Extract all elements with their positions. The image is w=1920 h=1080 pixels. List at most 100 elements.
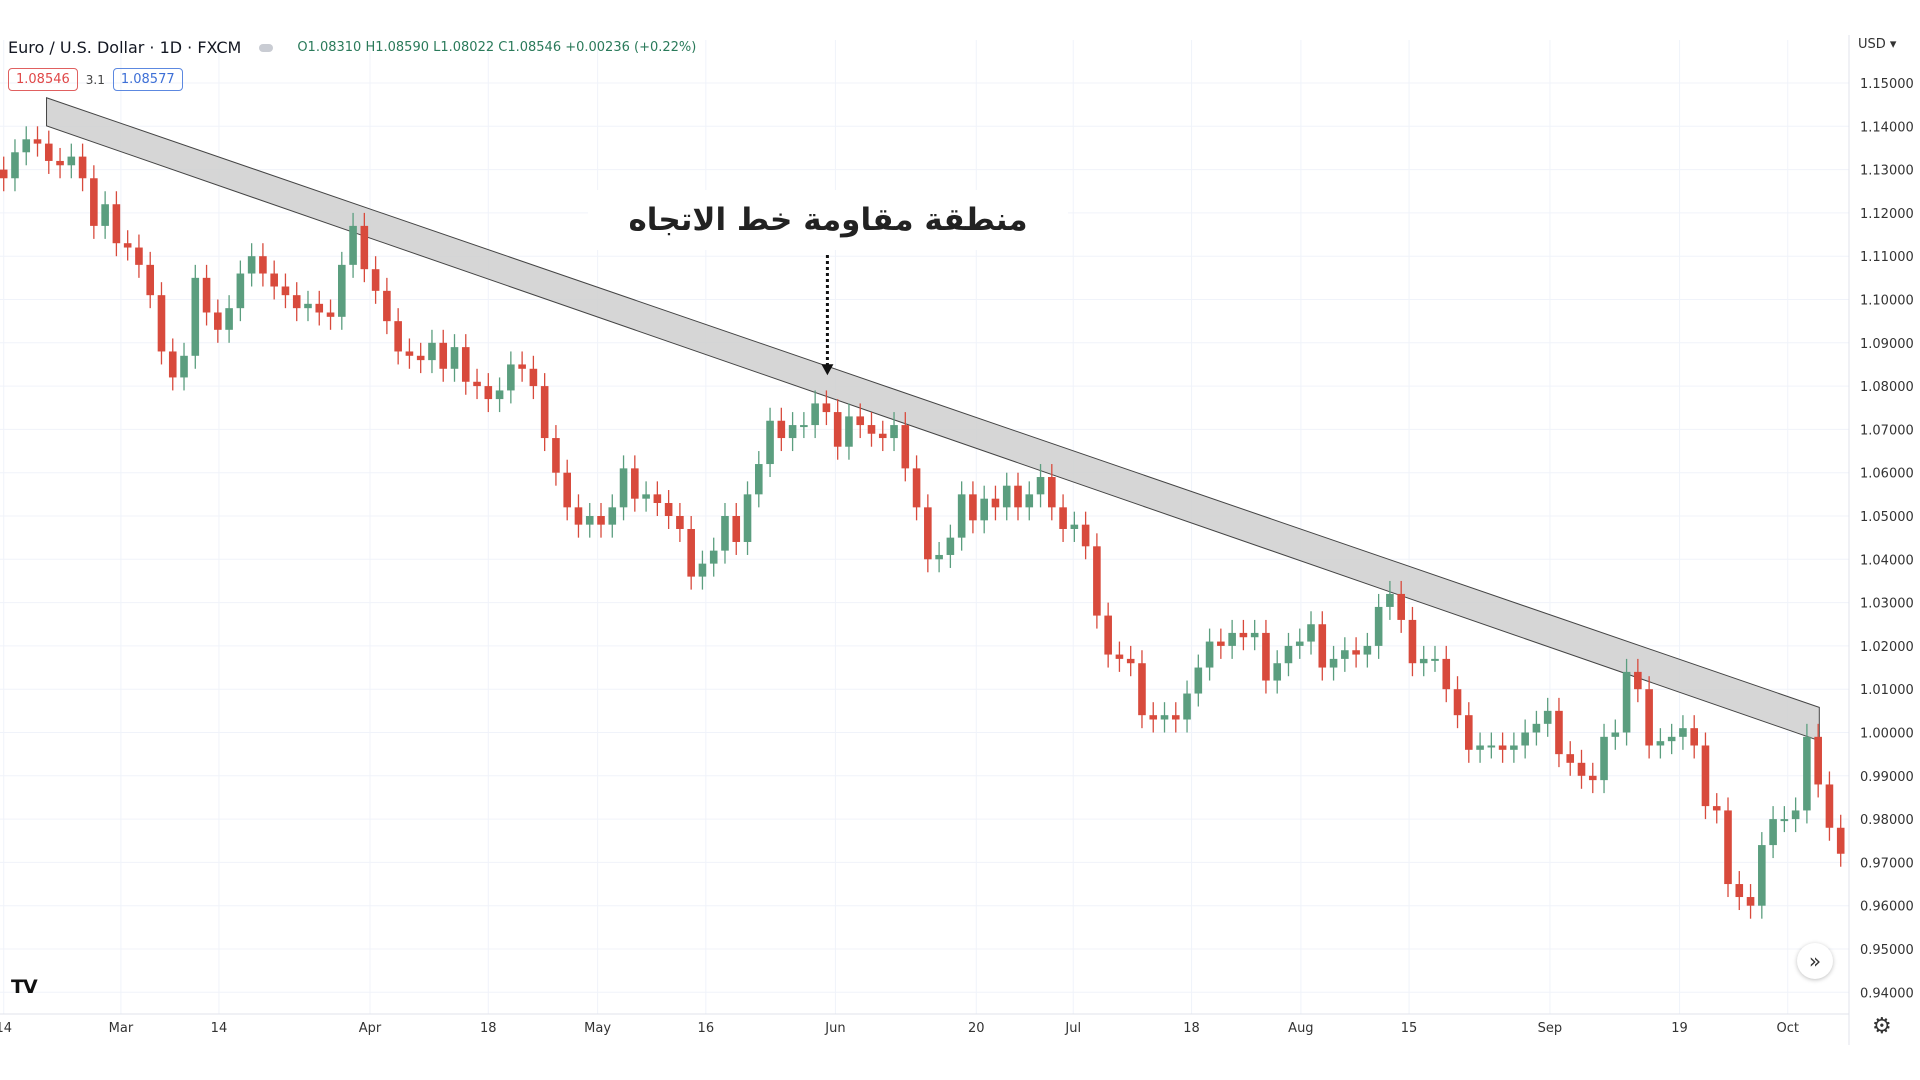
collapse-toggle[interactable] [259, 43, 274, 52]
candle [394, 308, 402, 365]
candle [1036, 464, 1045, 508]
candle-body [1363, 645, 1372, 655]
candle [529, 355, 538, 400]
settings-gear-icon[interactable]: ⚙ [1872, 1014, 1892, 1039]
candle [585, 503, 594, 538]
candle-body [405, 351, 414, 356]
candle-body [78, 156, 87, 179]
scroll-to-realtime-button[interactable]: » [1797, 943, 1833, 979]
candle [1611, 719, 1620, 750]
candle [743, 481, 752, 555]
candle [619, 455, 628, 521]
candle-body [168, 351, 177, 378]
candle-body [619, 468, 628, 508]
candle [1273, 650, 1282, 694]
candle-body [1791, 810, 1800, 820]
sell-price-button[interactable]: 1.08546 [8, 68, 78, 91]
candle [225, 295, 233, 343]
candle-body [0, 169, 8, 179]
candle [946, 524, 955, 568]
candle [878, 420, 887, 452]
candle-body [1374, 606, 1383, 646]
symbol-legend: Euro / U.S. Dollar · 1D · FXCM O1.08310 … [8, 38, 696, 57]
candle-body [1803, 736, 1811, 811]
candle-body [507, 364, 515, 391]
candle [168, 338, 177, 391]
candle-body [1487, 745, 1496, 748]
candle [1014, 472, 1022, 521]
candle-body [1352, 650, 1360, 655]
candle [1453, 676, 1462, 729]
candle-body [439, 342, 448, 369]
candle-body [1634, 671, 1642, 690]
candle [259, 243, 267, 287]
candle-body [1397, 593, 1405, 620]
candle [1758, 832, 1766, 919]
candle-body [1194, 667, 1203, 694]
currency-dropdown[interactable]: USD ▾ [1858, 37, 1897, 52]
candle [867, 412, 876, 447]
candle-body [112, 204, 121, 244]
candle [1487, 732, 1496, 759]
candle [1679, 715, 1687, 750]
price-tick-label: 1.07000 [1860, 423, 1914, 438]
candle-body [878, 433, 887, 439]
candle-body [22, 139, 31, 153]
time-tick-label: 16 [698, 1021, 715, 1036]
candle [484, 373, 493, 413]
candle-body [1036, 477, 1045, 495]
candle [22, 126, 31, 166]
candle-body [822, 403, 831, 413]
candle [405, 338, 414, 369]
candle [214, 299, 222, 343]
price-tick-label: 1.06000 [1860, 467, 1914, 482]
candle [1138, 650, 1146, 729]
candle [890, 412, 898, 452]
candle [1059, 494, 1067, 542]
candle [980, 485, 988, 534]
price-tick-label: 1.11000 [1860, 250, 1914, 265]
candle [518, 351, 526, 382]
candle [811, 390, 819, 439]
candle-body [991, 498, 1000, 508]
candle [1228, 619, 1236, 659]
candle-body [1577, 762, 1586, 776]
candle-body [428, 342, 436, 361]
candle [912, 455, 921, 521]
candle-body [270, 273, 278, 287]
candle [991, 485, 1000, 521]
candle-body [1070, 524, 1079, 529]
candle-body [924, 507, 932, 560]
candle-body [574, 507, 583, 525]
candle-body [1408, 619, 1417, 664]
candle-body [777, 420, 786, 439]
annotation-label: منطقة مقاومة خط الاتجاه [588, 190, 1068, 250]
ohlc-values: O1.08310 H1.08590 L1.08022 C1.08546 +0.0… [297, 40, 697, 55]
candle-body [326, 312, 335, 317]
candle [349, 212, 357, 278]
candle-body [540, 386, 549, 439]
buy-price-button[interactable]: 1.08577 [112, 68, 183, 91]
candle [1645, 676, 1653, 759]
candle [0, 156, 8, 192]
time-tick-label: 20 [968, 1021, 985, 1036]
tradingview-logo[interactable]: TV [11, 976, 38, 998]
candle [597, 503, 605, 538]
candle [687, 516, 695, 590]
candle [495, 377, 504, 413]
candle [1205, 628, 1214, 681]
candle [709, 537, 718, 577]
price-tick-label: 1.09000 [1860, 337, 1914, 352]
candle [1724, 797, 1732, 898]
candle [1284, 632, 1293, 677]
candle [11, 139, 19, 192]
candle-body [1025, 494, 1034, 508]
candle [1690, 715, 1698, 759]
candle-body [1588, 775, 1597, 781]
candle-body [1758, 845, 1766, 906]
candle-body [1419, 658, 1428, 664]
time-tick-label: Apr [359, 1021, 382, 1036]
candle [574, 494, 583, 538]
symbol-title[interactable]: Euro / U.S. Dollar · 1D · FXCM [8, 38, 242, 57]
